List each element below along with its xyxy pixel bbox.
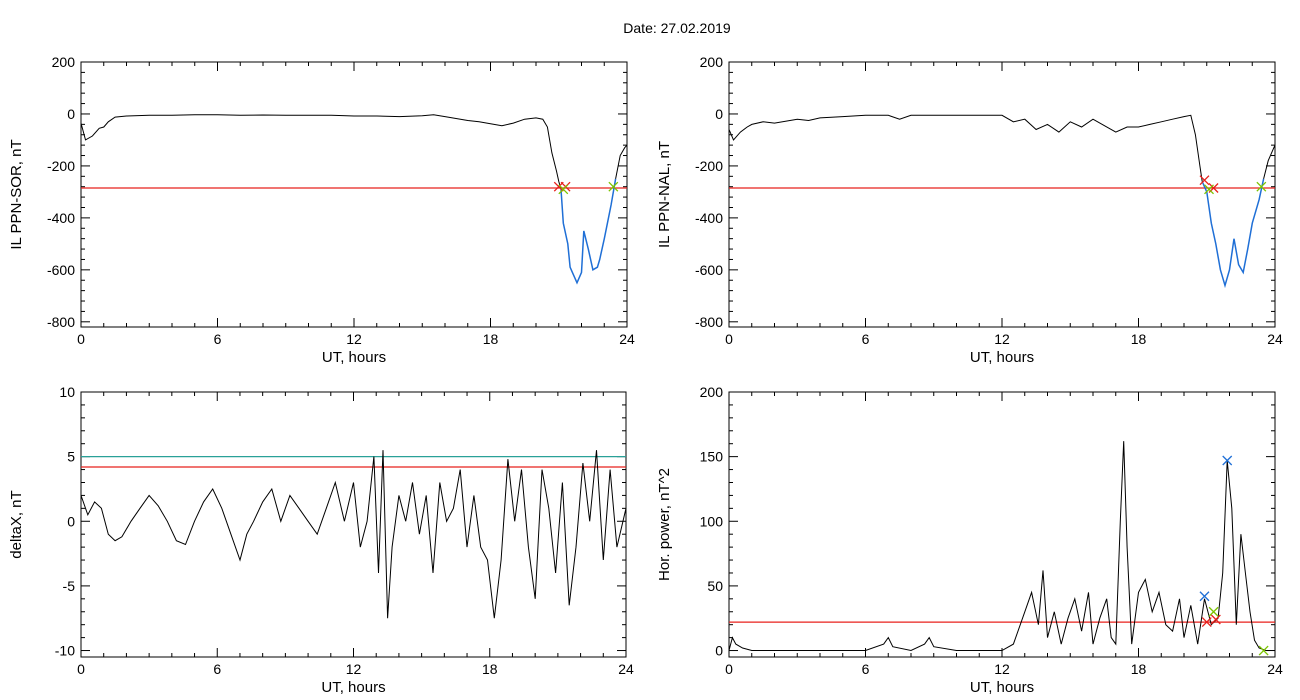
x-tick-label: 12 <box>994 661 1010 677</box>
data-line <box>615 144 627 179</box>
data-line <box>81 114 562 190</box>
marker-blue <box>1222 455 1233 466</box>
x-tick-label: 0 <box>725 331 733 347</box>
y-tick-label: 0 <box>715 106 723 122</box>
x-tick-label: 6 <box>214 331 222 347</box>
panel-top-left: 0 6 12 18 24 -800 -600 -400 -200 0 200 UT, hours IL … <box>8 54 635 366</box>
y-tick-label: 50 <box>707 578 723 594</box>
y-tick-label: -400 <box>47 210 75 226</box>
y-tick-label: -600 <box>695 262 723 278</box>
y-tick-label: -800 <box>47 314 75 330</box>
x-tick-label: 6 <box>862 331 870 347</box>
marker-red <box>1199 175 1210 186</box>
substorm-segment <box>1201 178 1265 289</box>
x-axis-label: UT, hours <box>321 679 385 696</box>
y-axis-label: IL PPN-SOR, nT <box>8 139 25 249</box>
panel-bottom-right: 0 6 12 18 24 0 50 100 150 200 UT, hours Hor. power,… <box>656 384 1283 696</box>
figure-title: Date: 27.02.2019 <box>623 20 731 36</box>
data-line <box>1263 144 1275 180</box>
marker-red <box>1210 614 1221 625</box>
x-tick-label: 12 <box>994 331 1010 347</box>
y-tick-label: -200 <box>47 158 75 174</box>
marker-green <box>558 184 569 195</box>
x-tick-label: 24 <box>1267 331 1283 347</box>
x-axis-label: UT, hours <box>322 349 386 366</box>
panel-top-right: 0 6 12 18 24 -800 -600 -400 -200 0 200 UT, hours IL … <box>656 54 1283 366</box>
y-tick-label: -10 <box>55 643 75 659</box>
y-tick-label: -600 <box>47 262 75 278</box>
y-tick-label: 5 <box>67 449 75 465</box>
y-tick-label: -800 <box>695 314 723 330</box>
y-tick-label: 0 <box>715 643 723 659</box>
y-tick-label: -400 <box>695 210 723 226</box>
y-tick-label: 200 <box>700 384 724 400</box>
y-axis-label: IL PPN-NAL, nT <box>656 141 673 248</box>
x-axis-label: UT, hours <box>970 679 1034 696</box>
marker-blue <box>1199 591 1210 602</box>
y-tick-label: 100 <box>700 513 724 529</box>
y-axis-label: deltaX, nT <box>8 490 25 558</box>
y-tick-label: 0 <box>67 106 75 122</box>
panel-bottom-left: 0 6 12 18 24 -10 -5 0 5 10 UT, hours deltaX, nT <box>8 384 634 696</box>
x-tick-label: 12 <box>346 661 362 677</box>
plot-frame <box>80 61 628 328</box>
substorm-segment <box>560 178 617 285</box>
y-tick-label: 150 <box>700 449 724 465</box>
data-line <box>729 441 1275 652</box>
x-tick-label: 18 <box>1131 331 1147 347</box>
data-line <box>729 114 1203 182</box>
x-tick-label: 0 <box>77 661 85 677</box>
x-tick-label: 0 <box>725 661 733 677</box>
x-tick-label: 24 <box>619 331 635 347</box>
y-tick-label: 200 <box>700 54 724 70</box>
x-tick-label: 18 <box>483 331 499 347</box>
y-tick-label: -200 <box>695 158 723 174</box>
marker-green <box>608 181 619 192</box>
x-tick-label: 6 <box>213 661 221 677</box>
data-line <box>81 450 626 619</box>
marker-green <box>1208 606 1219 617</box>
x-tick-label: 24 <box>618 661 634 677</box>
marker-green <box>1204 184 1214 195</box>
y-tick-label: 200 <box>52 54 76 70</box>
marker-red <box>1201 617 1212 628</box>
marker-green <box>1256 181 1267 192</box>
x-tick-label: 18 <box>1131 661 1147 677</box>
y-tick-label: 10 <box>59 384 75 400</box>
x-axis-label: UT, hours <box>970 349 1034 366</box>
plot-frame <box>728 61 1276 328</box>
plot-frame <box>80 391 627 658</box>
x-tick-label: 18 <box>482 661 498 677</box>
x-tick-label: 12 <box>346 331 362 347</box>
marker-green <box>1258 645 1269 656</box>
x-tick-label: 24 <box>1267 661 1283 677</box>
y-tick-label: 0 <box>67 513 75 529</box>
y-tick-label: -5 <box>63 578 76 594</box>
x-tick-label: 0 <box>77 331 85 347</box>
y-axis-label: Hor. power, nT^2 <box>656 468 673 581</box>
x-tick-label: 6 <box>862 661 870 677</box>
